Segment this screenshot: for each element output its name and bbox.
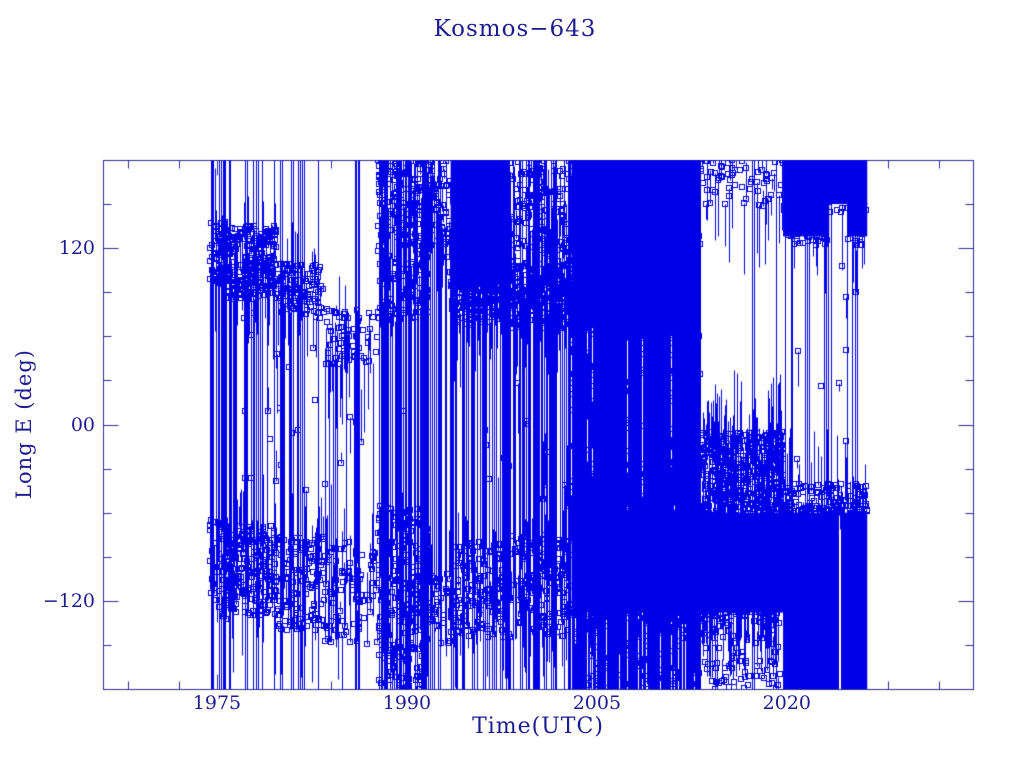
y-axis-title: Long E (deg) [12, 349, 36, 499]
x-tick-label: 2005 [572, 692, 622, 714]
x-tick-label: 1990 [382, 692, 432, 714]
chart-title: Kosmos−643 [433, 16, 597, 42]
x-tick-label: 2020 [762, 692, 812, 714]
x-tick-label: 1975 [192, 692, 242, 714]
x-axis-title: Time(UTC) [472, 714, 604, 739]
y-tick-label: −120 [42, 589, 95, 612]
y-tick-label: 120 [58, 237, 95, 260]
y-tick-label: 00 [70, 413, 95, 436]
